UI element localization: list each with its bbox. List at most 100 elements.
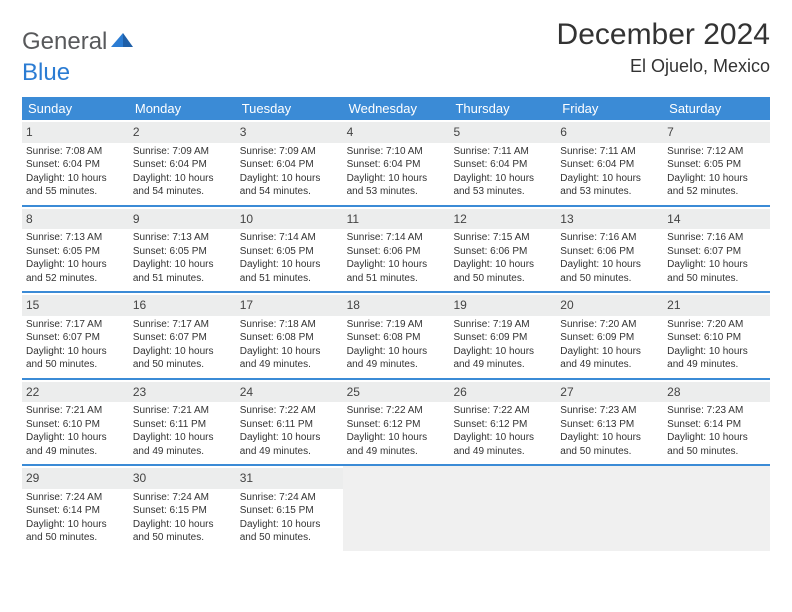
sunset-line: Sunset: 6:09 PM — [453, 331, 552, 345]
day-number-row: 17 — [236, 295, 343, 316]
calendar-cell: 22Sunrise: 7:21 AMSunset: 6:10 PMDayligh… — [22, 380, 129, 465]
sunset-line: Sunset: 6:11 PM — [133, 418, 232, 432]
day-number-row: 26 — [449, 382, 556, 403]
day-number: 13 — [560, 212, 573, 226]
sunrise-line: Sunrise: 7:15 AM — [453, 231, 552, 245]
day-header: Saturday — [663, 97, 770, 120]
sunset-line: Sunset: 6:10 PM — [667, 331, 766, 345]
day-number: 18 — [347, 298, 360, 312]
sunset-line: Sunset: 6:08 PM — [347, 331, 446, 345]
calendar-cell: 12Sunrise: 7:15 AMSunset: 6:06 PMDayligh… — [449, 207, 556, 292]
daylight-line: Daylight: 10 hours and 50 minutes. — [560, 258, 659, 285]
daylight-line: Daylight: 10 hours and 50 minutes. — [667, 431, 766, 458]
sunrise-line: Sunrise: 7:23 AM — [560, 404, 659, 418]
calendar-week-row: 29Sunrise: 7:24 AMSunset: 6:14 PMDayligh… — [22, 466, 770, 551]
calendar-cell: 20 Sunrise: 7:20 AMSunset: 6:09 PMDayligh… — [556, 293, 663, 378]
calendar-week-row: 22Sunrise: 7:21 AMSunset: 6:10 PMDayligh… — [22, 380, 770, 467]
sunrise-line: Sunrise: 7:24 AM — [240, 491, 339, 505]
sunrise-line: Sunrise: 7:17 AM — [133, 318, 232, 332]
day-number-row: 5 — [449, 122, 556, 143]
calendar-cell: 3Sunrise: 7:09 AMSunset: 6:04 PMDaylight… — [236, 120, 343, 205]
calendar-cell: 9Sunrise: 7:13 AMSunset: 6:05 PMDaylight… — [129, 207, 236, 292]
calendar-cell: 29Sunrise: 7:24 AMSunset: 6:14 PMDayligh… — [22, 466, 129, 551]
calendar-cell: 19Sunrise: 7:19 AMSunset: 6:09 PMDayligh… — [449, 293, 556, 378]
sunrise-line: Sunrise: 7:23 AM — [667, 404, 766, 418]
calendar-cell: 1Sunrise: 7:08 AMSunset: 6:04 PMDaylight… — [22, 120, 129, 205]
sunrise-line: Sunrise: 7:19 AM — [453, 318, 552, 332]
brand-triangle-icon — [111, 26, 133, 54]
day-number: 4 — [347, 125, 354, 139]
day-number: 29 — [26, 471, 39, 485]
daylight-line: Daylight: 10 hours and 50 minutes. — [240, 518, 339, 545]
sunset-line: Sunset: 6:05 PM — [133, 245, 232, 259]
daylight-line: Daylight: 10 hours and 49 minutes. — [347, 431, 446, 458]
day-number: 25 — [347, 385, 360, 399]
sunrise-line: Sunrise: 7:20 AM — [667, 318, 766, 332]
calendar-cell-empty — [663, 466, 770, 551]
day-number-row: 28 — [663, 382, 770, 403]
sunset-line: Sunset: 6:15 PM — [240, 504, 339, 518]
calendar-cell: 14Sunrise: 7:16 AMSunset: 6:07 PMDayligh… — [663, 207, 770, 292]
calendar-header-row: SundayMondayTuesdayWednesdayThursdayFrid… — [22, 97, 770, 120]
daylight-line: Daylight: 10 hours and 49 minutes. — [560, 345, 659, 372]
sunset-line: Sunset: 6:12 PM — [347, 418, 446, 432]
day-number: 27 — [560, 385, 573, 399]
sunset-line: Sunset: 6:04 PM — [26, 158, 125, 172]
daylight-line: Daylight: 10 hours and 52 minutes. — [26, 258, 125, 285]
sunset-line: Sunset: 6:09 PM — [560, 331, 659, 345]
brand-part2: Blue — [22, 59, 70, 86]
calendar-week-row: 15Sunrise: 7:17 AMSunset: 6:07 PMDayligh… — [22, 293, 770, 380]
sunrise-line: Sunrise: 7:22 AM — [240, 404, 339, 418]
daylight-line: Daylight: 10 hours and 54 minutes. — [240, 172, 339, 199]
calendar-cell: 4Sunrise: 7:10 AMSunset: 6:04 PMDaylight… — [343, 120, 450, 205]
day-number: 21 — [667, 298, 680, 312]
day-number-row: 10 — [236, 209, 343, 230]
day-number: 8 — [26, 212, 33, 226]
daylight-line: Daylight: 10 hours and 54 minutes. — [133, 172, 232, 199]
calendar-cell: 17Sunrise: 7:18 AMSunset: 6:08 PMDayligh… — [236, 293, 343, 378]
day-number-row: 22 — [22, 382, 129, 403]
daylight-line: Daylight: 10 hours and 50 minutes. — [667, 258, 766, 285]
day-number-row: 8 — [22, 209, 129, 230]
day-number: 7 — [667, 125, 674, 139]
calendar-cell: 23Sunrise: 7:21 AMSunset: 6:11 PMDayligh… — [129, 380, 236, 465]
daylight-line: Daylight: 10 hours and 50 minutes. — [133, 345, 232, 372]
daylight-line: Daylight: 10 hours and 49 minutes. — [453, 431, 552, 458]
day-number: 10 — [240, 212, 253, 226]
sunrise-line: Sunrise: 7:16 AM — [560, 231, 659, 245]
sunset-line: Sunset: 6:08 PM — [240, 331, 339, 345]
daylight-line: Daylight: 10 hours and 53 minutes. — [560, 172, 659, 199]
calendar-cell: 13Sunrise: 7:16 AMSunset: 6:06 PMDayligh… — [556, 207, 663, 292]
sunrise-line: Sunrise: 7:24 AM — [26, 491, 125, 505]
day-number-row: 4 — [343, 122, 450, 143]
sunrise-line: Sunrise: 7:13 AM — [133, 231, 232, 245]
sunset-line: Sunset: 6:04 PM — [347, 158, 446, 172]
sunrise-line: Sunrise: 7:22 AM — [347, 404, 446, 418]
daylight-line: Daylight: 10 hours and 53 minutes. — [453, 172, 552, 199]
day-number-row: 12 — [449, 209, 556, 230]
day-number-row: 27 — [556, 382, 663, 403]
day-number-row: 31 — [236, 468, 343, 489]
daylight-line: Daylight: 10 hours and 55 minutes. — [26, 172, 125, 199]
daylight-line: Daylight: 10 hours and 51 minutes. — [240, 258, 339, 285]
sunset-line: Sunset: 6:04 PM — [453, 158, 552, 172]
sunrise-line: Sunrise: 7:14 AM — [240, 231, 339, 245]
day-number: 14 — [667, 212, 680, 226]
day-number-row: 20 — [556, 295, 663, 316]
sunrise-line: Sunrise: 7:20 AM — [560, 318, 659, 332]
daylight-line: Daylight: 10 hours and 49 minutes. — [240, 431, 339, 458]
calendar-week-row: 8 Sunrise: 7:13 AMSunset: 6:05 PM Daylight… — [22, 207, 770, 294]
sunrise-line: Sunrise: 7:14 AM — [347, 231, 446, 245]
calendar-cell: 10Sunrise: 7:14 AMSunset: 6:05 PMDayligh… — [236, 207, 343, 292]
calendar-cell-empty — [449, 466, 556, 551]
sunrise-line: Sunrise: 7:22 AM — [453, 404, 552, 418]
calendar-cell: 7Sunrise: 7:12 AMSunset: 6:05 PMDaylight… — [663, 120, 770, 205]
day-number-row: 3 — [236, 122, 343, 143]
sunrise-line: Sunrise: 7:24 AM — [133, 491, 232, 505]
day-number: 5 — [453, 125, 460, 139]
daylight-line: Daylight: 10 hours and 52 minutes. — [667, 172, 766, 199]
day-number: 22 — [26, 385, 39, 399]
day-number: 9 — [133, 212, 140, 226]
calendar-cell: 2Sunrise: 7:09 AMSunset: 6:04 PMDaylight… — [129, 120, 236, 205]
sunset-line: Sunset: 6:04 PM — [240, 158, 339, 172]
